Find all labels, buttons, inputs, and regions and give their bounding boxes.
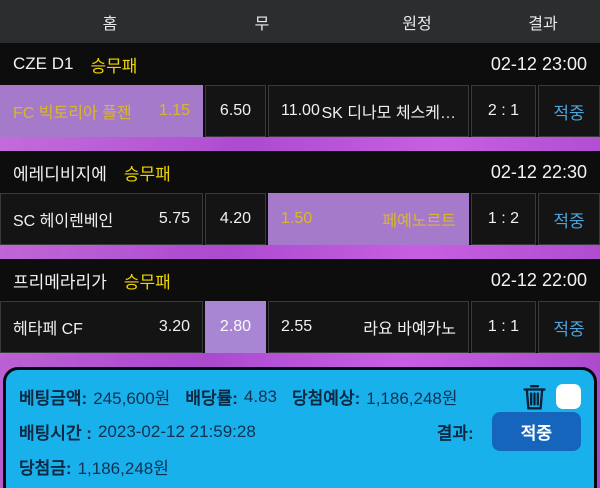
- score-cell: 2 : 1: [471, 85, 536, 137]
- column-home: 홈: [102, 15, 118, 33]
- away-odds-cell[interactable]: 1.50 페예노르트: [268, 193, 469, 245]
- match-header: 에레디비지에 승무패 02-12 22:30: [0, 151, 600, 193]
- match-row: FC 빅토리아 플젠 1.15 6.50 11.00 SK 디나모 체스케… 2…: [0, 85, 600, 137]
- draw-odds: 2.80: [219, 318, 252, 335]
- league-name: 프리메라리가: [13, 272, 107, 292]
- draw-odds-cell[interactable]: 2.80: [205, 301, 266, 353]
- match-row: 헤타페 CF 3.20 2.80 2.55 라요 바예카노 1 : 1 적중: [0, 301, 600, 353]
- away-team-name: 페예노르트: [382, 213, 456, 230]
- home-odds: 1.15: [158, 102, 190, 119]
- odds-column-header: 홈 무 원정 결과: [0, 0, 600, 43]
- win-amount-label: 당첨금:: [19, 459, 72, 478]
- column-result: 결과: [528, 15, 558, 33]
- match-header: CZE D1 승무패 02-12 23:00: [0, 43, 600, 85]
- away-odds: 2.55: [281, 318, 313, 335]
- match-section-1: CZE D1 승무패 02-12 23:00 FC 빅토리아 플젠 1.15 6…: [0, 43, 600, 137]
- result-status: 적중: [553, 319, 585, 339]
- draw-odds: 4.20: [219, 210, 252, 227]
- column-away: 원정: [402, 15, 432, 33]
- home-team-name: SC 헤이렌베인: [13, 213, 114, 230]
- result-group: 결과: 적중: [437, 412, 581, 451]
- bet-summary-line-2: 배팅시간 : 2023-02-12 21:59:28 결과: 적중: [19, 412, 581, 451]
- league-name: 에레디비지에: [13, 164, 107, 184]
- draw-odds-cell[interactable]: 6.50: [205, 85, 266, 137]
- result-cell: 적중: [538, 85, 600, 137]
- match-header: 프리메라리가 승무패 02-12 22:00: [0, 259, 600, 301]
- final-score: 1 : 2: [487, 210, 520, 227]
- odds-total-value: 4.83: [243, 386, 278, 406]
- trash-icon[interactable]: [522, 383, 547, 411]
- league-name: CZE D1: [13, 54, 74, 73]
- home-odds-cell[interactable]: 헤타페 CF 3.20: [0, 301, 203, 353]
- away-odds-cell[interactable]: 11.00 SK 디나모 체스케…: [268, 85, 469, 137]
- expected-win-value: 1,186,248원: [366, 389, 458, 408]
- result-status: 적중: [553, 211, 585, 231]
- bet-type-label: 승무패: [123, 272, 171, 292]
- match-time: 02-12 23:00: [490, 53, 587, 74]
- bet-time-value: 2023-02-12 21:59:28: [97, 421, 256, 441]
- away-team-name: SK 디나모 체스케…: [321, 105, 456, 122]
- home-odds: 3.20: [158, 318, 190, 335]
- draw-odds-cell[interactable]: 4.20: [205, 193, 266, 245]
- final-score: 2 : 1: [487, 102, 520, 119]
- column-draw: 무: [254, 15, 270, 33]
- away-odds: 1.50: [281, 210, 313, 227]
- match-section-3: 프리메라리가 승무패 02-12 22:00 헤타페 CF 3.20 2.80 …: [0, 259, 600, 353]
- bet-type-label: 승무패: [123, 164, 171, 184]
- result-cell: 적중: [538, 301, 600, 353]
- bet-summary-line-1: 베팅금액: 245,600원 배당률: 4.83 당첨예상: 1,186,248…: [19, 379, 581, 414]
- bet-amount-label: 베팅금액:: [19, 389, 88, 408]
- away-odds: 11.00: [281, 102, 320, 119]
- match-section-2: 에레디비지에 승무패 02-12 22:30 SC 헤이렌베인 5.75 4.2…: [0, 151, 600, 245]
- score-cell: 1 : 1: [471, 301, 536, 353]
- bet-type-label: 승무패: [90, 56, 138, 76]
- bet-time-label: 배팅시간 :: [19, 424, 92, 443]
- odds-total-label: 배당률:: [185, 389, 238, 408]
- win-amount-value: 1,186,248원: [77, 459, 169, 478]
- bet-summary-panel: 베팅금액: 245,600원 배당률: 4.83 당첨예상: 1,186,248…: [3, 367, 597, 488]
- home-team-name: 헤타페 CF: [13, 321, 83, 338]
- away-odds-cell[interactable]: 2.55 라요 바예카노: [268, 301, 469, 353]
- result-hit-button[interactable]: 적중: [491, 412, 581, 451]
- delete-checkbox[interactable]: [556, 384, 581, 409]
- draw-odds: 6.50: [219, 102, 252, 119]
- bet-summary-line-3: 당첨금: 1,186,248원: [19, 449, 581, 484]
- panel-actions: [522, 383, 581, 411]
- bet-amount-value: 245,600원: [93, 389, 171, 408]
- home-odds-cell[interactable]: FC 빅토리아 플젠 1.15: [0, 85, 203, 137]
- match-time: 02-12 22:30: [490, 161, 587, 182]
- home-odds-cell[interactable]: SC 헤이렌베인 5.75: [0, 193, 203, 245]
- result-status: 적중: [553, 103, 585, 123]
- result-label: 결과:: [436, 424, 474, 443]
- away-team-name: 라요 바예카노: [363, 321, 456, 338]
- match-time: 02-12 22:00: [490, 269, 587, 290]
- result-cell: 적중: [538, 193, 600, 245]
- final-score: 1 : 1: [487, 318, 520, 335]
- expected-win-label: 당첨예상:: [292, 389, 361, 408]
- score-cell: 1 : 2: [471, 193, 536, 245]
- home-team-name: FC 빅토리아 플젠: [13, 105, 132, 122]
- home-odds: 5.75: [158, 210, 190, 227]
- match-row: SC 헤이렌베인 5.75 4.20 1.50 페예노르트 1 : 2 적중: [0, 193, 600, 245]
